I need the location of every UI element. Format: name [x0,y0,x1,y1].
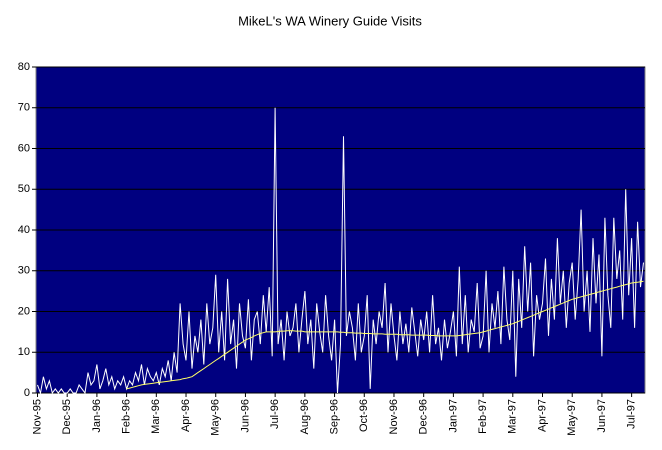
x-tick-label: Nov-95 [31,399,43,434]
y-tick-label: 10 [18,346,30,358]
x-tick-label: Dec-96 [418,399,430,434]
x-tick-label: Jun-97 [596,399,608,433]
x-tick-label: Feb-96 [121,399,133,434]
x-tick-label: Nov-96 [388,399,400,434]
y-tick-label: 50 [18,183,30,195]
x-tick-label: Aug-96 [299,399,311,434]
x-tick-label: Apr-96 [180,399,192,432]
x-tick-label: Jan-97 [447,399,459,433]
y-tick-label: 70 [18,102,30,114]
y-tick-label: 80 [18,61,30,73]
x-tick-label: May-97 [566,399,578,436]
x-tick-label: Jul-97 [626,399,638,429]
x-tick-label: Jan-96 [91,399,103,433]
y-tick-label: 60 [18,142,30,154]
x-tick-label: Oct-96 [358,399,370,432]
series-line [126,280,644,390]
x-tick-label: Sep-96 [328,399,340,434]
chart-title: MikeL's WA Winery Guide Visits [238,13,422,28]
x-tick-label: Jul-96 [269,399,281,429]
x-tick-label: Jun-96 [239,399,251,433]
x-tick-label: Feb-97 [477,399,489,434]
x-tick-label: Dec-95 [61,399,73,434]
y-tick-label: 40 [18,224,30,236]
x-tick-label: Mar-97 [507,399,519,434]
y-tick-label: 0 [24,387,30,399]
x-tick-label: Mar-96 [150,399,162,434]
y-tick-label: 30 [18,265,30,277]
y-tick-label: 20 [18,305,30,317]
x-tick-label: May-96 [210,399,222,436]
series-line [37,107,644,395]
x-tick-label: Apr-97 [536,399,548,432]
